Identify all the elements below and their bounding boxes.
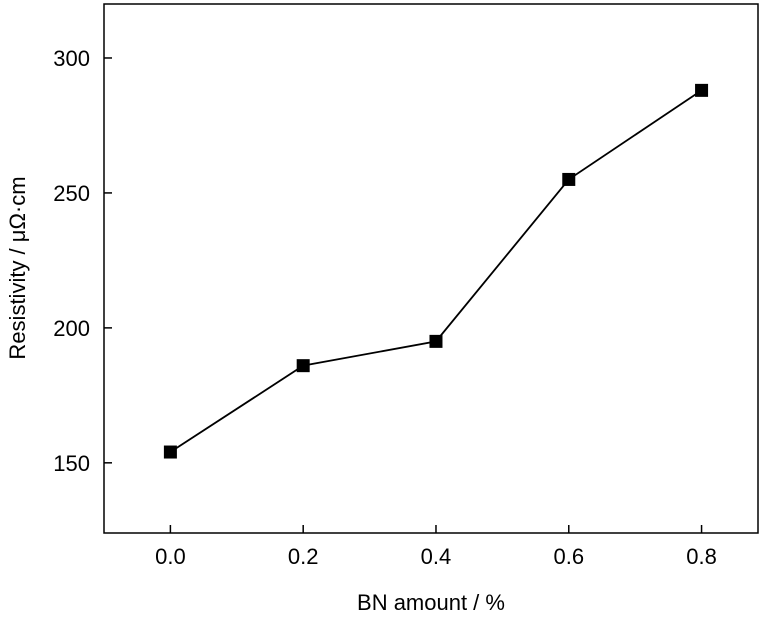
data-point-marker (163, 445, 177, 459)
x-tick-label: 0.0 (155, 544, 186, 569)
y-axis-ticks: 150 200 250 300 (53, 46, 112, 476)
y-tick-label: 150 (53, 451, 90, 476)
x-axis-label: BN amount / % (357, 590, 505, 615)
y-tick-label: 200 (53, 316, 90, 341)
x-tick-label: 0.4 (421, 544, 452, 569)
series-layer (163, 83, 709, 459)
x-axis-ticks: 0.0 0.2 0.4 0.6 0.8 (155, 525, 717, 569)
y-tick-label: 300 (53, 46, 90, 71)
data-point-marker (695, 83, 709, 97)
x-tick-label: 0.6 (553, 544, 584, 569)
y-axis-label: Resistivity / μΩ·cm (5, 176, 30, 359)
x-tick-label: 0.8 (686, 544, 717, 569)
y-tick-label: 250 (53, 181, 90, 206)
x-tick-label: 0.2 (288, 544, 319, 569)
data-point-marker (429, 334, 443, 348)
series-line (169, 89, 703, 453)
data-point-marker (296, 359, 310, 373)
data-point-marker (562, 172, 576, 186)
plot-frame (103, 3, 759, 534)
